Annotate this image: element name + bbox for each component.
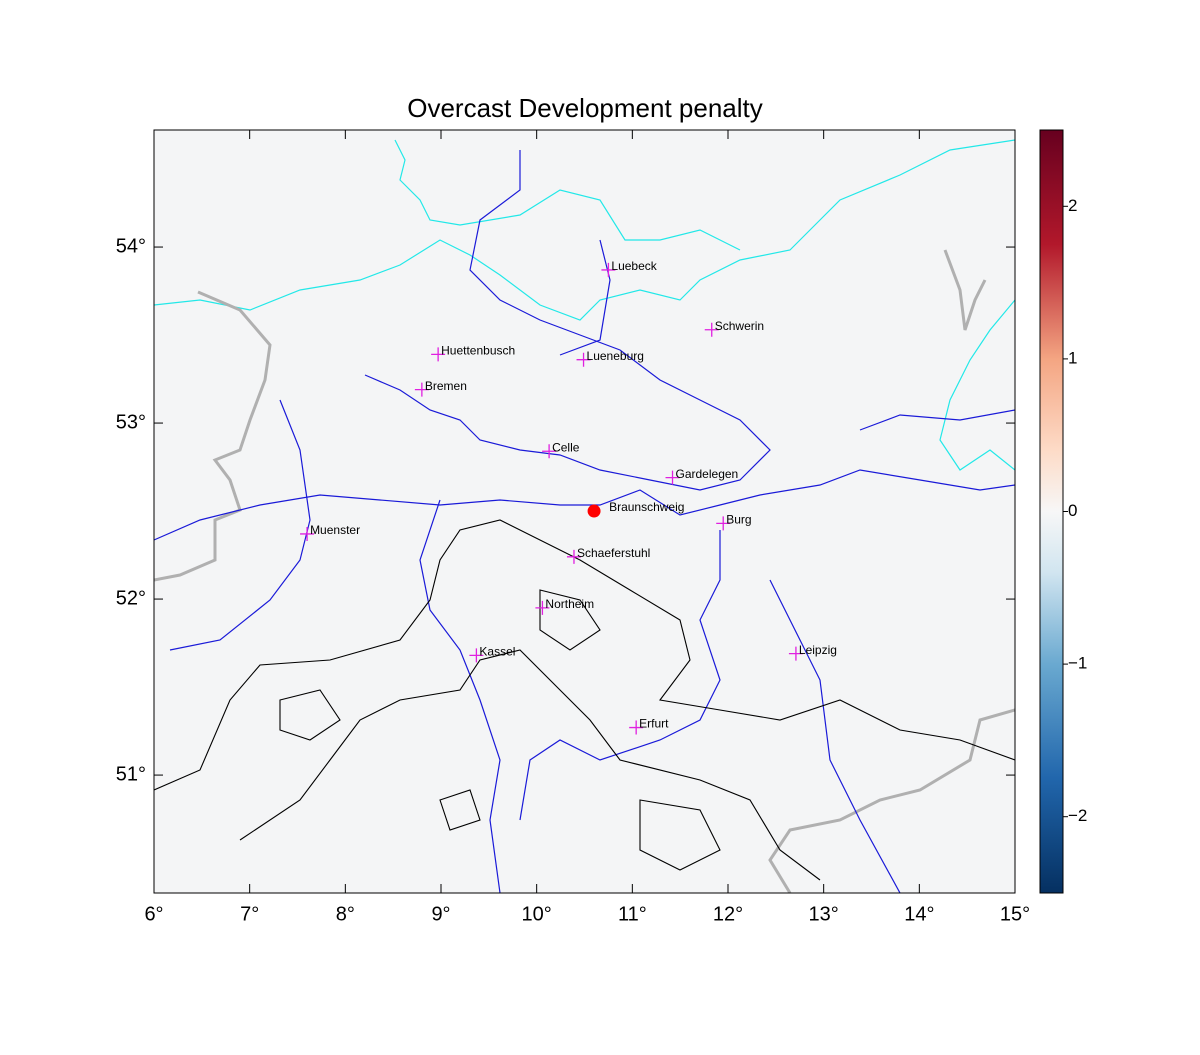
city-marker — [704, 322, 719, 337]
x-tick-label: 11° — [618, 903, 647, 925]
colorbar-tick-label: 0 — [1068, 501, 1077, 520]
x-tick-label: 6° — [144, 903, 163, 925]
city-marker — [542, 444, 557, 459]
map-title: Overcast Development penalty — [407, 93, 763, 123]
city-label: Schwerin — [715, 319, 764, 333]
map-features — [154, 139, 1015, 893]
colorbar-tick-label: 1 — [1068, 348, 1077, 367]
colorbar-tick-label: 2 — [1068, 196, 1077, 215]
border — [768, 249, 1015, 893]
city-marker — [469, 648, 484, 663]
city-marker — [300, 526, 315, 541]
city-marker — [601, 262, 616, 277]
x-tick-label: 9° — [431, 903, 450, 925]
river — [559, 239, 1015, 431]
colorbar-tick-label: −2 — [1068, 806, 1087, 825]
river — [364, 150, 771, 491]
contour — [279, 589, 721, 871]
city-label: Gardelegen — [676, 467, 739, 481]
site-label: Braunschweig — [609, 500, 684, 514]
city-label: Leipzig — [799, 643, 837, 657]
x-tick-label: 12° — [713, 903, 743, 925]
city-label: Bremen — [425, 379, 467, 393]
border — [154, 290, 272, 582]
coastline — [154, 139, 1015, 321]
colorbar — [1039, 129, 1064, 894]
city-marker — [431, 347, 446, 362]
city-label: Erfurt — [639, 717, 669, 731]
city-marker — [788, 646, 803, 661]
map-frame — [153, 129, 1016, 894]
city-label: Schaeferstuhl — [577, 546, 650, 560]
city-marker — [576, 352, 591, 367]
x-tick-label: 15° — [1000, 903, 1030, 925]
city-label: Lueneburg — [587, 349, 644, 363]
city-label: Celle — [552, 440, 580, 454]
x-tick-label: 14° — [904, 903, 934, 925]
city-label: Muenster — [310, 523, 360, 537]
x-tick-label: 10° — [522, 903, 552, 925]
y-tick-label: 51° — [116, 763, 146, 785]
city-marker — [716, 516, 731, 531]
city-label: Luebeck — [611, 259, 657, 273]
coastline — [939, 299, 1015, 471]
city-marker — [566, 549, 581, 564]
river — [519, 530, 901, 893]
city-label: Kassel — [479, 645, 515, 659]
map-background — [154, 130, 1015, 893]
city-label: Burg — [726, 513, 751, 527]
y-tick-label: 52° — [116, 587, 146, 609]
river — [154, 469, 1015, 541]
x-tick-label: 7° — [240, 903, 259, 925]
x-tick-label: 8° — [336, 903, 355, 925]
coastline — [394, 139, 741, 251]
contour — [239, 649, 821, 881]
city-label: Huettenbusch — [441, 344, 515, 358]
x-tick-label: 13° — [809, 903, 839, 925]
city-marker — [629, 720, 644, 735]
y-tick-label: 53° — [116, 411, 146, 433]
contour — [154, 519, 1015, 791]
site-marker — [587, 504, 601, 518]
y-tick-label: 54° — [116, 235, 146, 257]
colorbar-tick-label: −1 — [1068, 654, 1087, 673]
city-marker — [414, 382, 429, 397]
city-marker — [535, 600, 550, 615]
city-marker — [665, 470, 680, 485]
city-label: Northeim — [545, 597, 594, 611]
